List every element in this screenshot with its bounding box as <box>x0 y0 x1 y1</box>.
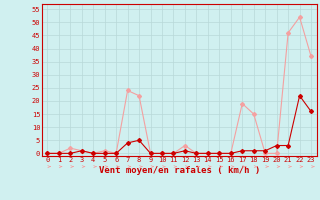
X-axis label: Vent moyen/en rafales ( km/h ): Vent moyen/en rafales ( km/h ) <box>99 166 260 175</box>
